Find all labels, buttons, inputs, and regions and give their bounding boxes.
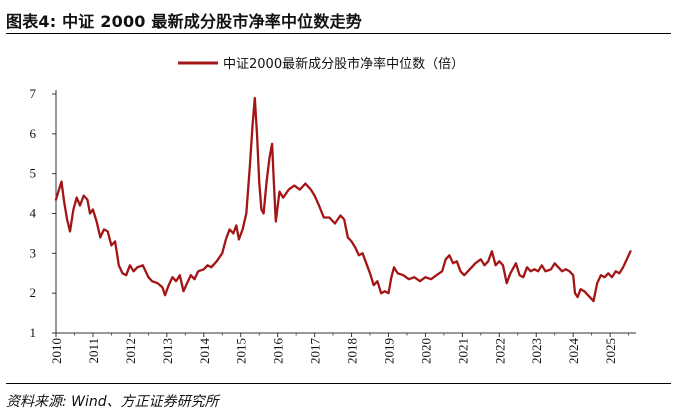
x-tick-label: 2011 [86, 338, 101, 364]
y-tick-label: 4 [30, 206, 37, 221]
y-tick-label: 1 [30, 325, 37, 340]
title-rule [6, 33, 671, 34]
x-tick-label: 2024 [566, 338, 581, 365]
source-rule [6, 383, 671, 384]
x-tick-label: 2023 [529, 338, 544, 364]
y-tick-label: 5 [30, 166, 37, 181]
y-tick-label: 2 [30, 285, 37, 300]
x-tick-label: 2012 [123, 338, 138, 364]
x-tick-label: 2013 [160, 338, 175, 364]
x-tick-label: 2016 [271, 338, 286, 365]
axes [55, 90, 636, 334]
x-tick-label: 2019 [381, 338, 396, 364]
y-tick-label: 6 [30, 126, 37, 141]
x-tick-label: 2010 [49, 338, 64, 364]
x-tick-label: 2020 [418, 338, 433, 364]
x-axis-ticks: 2010 2011 2012 2013 2014 2015 2016 2017 2018 2019… [49, 333, 630, 365]
x-tick-label: 2014 [197, 338, 212, 365]
x-tick-label: 2022 [492, 338, 507, 364]
y-axis-ticks: 1 2 3 4 5 6 7 [30, 86, 56, 340]
source-note: 资料来源: Wind、方正证券研究所 [6, 394, 219, 410]
y-tick-label: 3 [30, 245, 37, 260]
series-line [54, 96, 632, 303]
x-tick-label: 2017 [308, 338, 323, 365]
x-tick-label: 2015 [234, 338, 249, 364]
legend-label: 中证2000最新成分股市净率中位数（倍） [223, 56, 464, 72]
x-tick-label: 2018 [345, 338, 360, 364]
y-tick-label: 7 [30, 86, 37, 101]
figure-title: 图表4: 中证 2000 最新成分股市净率中位数走势 [6, 12, 362, 31]
x-tick-label: 2025 [603, 338, 618, 364]
x-tick-label: 2021 [455, 338, 470, 364]
chart-legend: 中证2000最新成分股市净率中位数（倍） [178, 56, 464, 72]
